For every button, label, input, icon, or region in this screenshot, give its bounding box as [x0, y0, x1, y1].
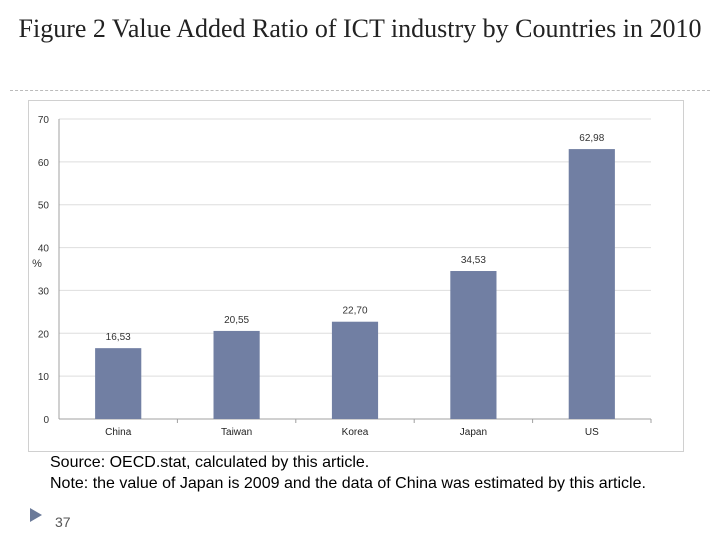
bar-korea [331, 321, 379, 419]
data-label-taiwan: 20,55 [224, 315, 249, 326]
x-tick-label-taiwan: Taiwan [221, 427, 252, 438]
data-label-korea: 22,70 [342, 306, 367, 317]
bar-us [568, 149, 615, 420]
y-axis-label: % [32, 258, 42, 270]
x-tick-label-japan: Japan [460, 427, 487, 438]
x-tick-label-china: China [105, 427, 132, 438]
bar-china [95, 348, 142, 419]
y-tick-label-10: 10 [38, 372, 50, 383]
y-tick-label-50: 50 [38, 201, 50, 212]
note-text: Note: the value of Japan is 2009 and the… [50, 475, 646, 492]
y-tick-label-60: 60 [38, 158, 50, 169]
chart-area: 0 10 20 30 40 50 60 70% 16,53 China 20,55 Taiwan 22,… [28, 100, 684, 452]
x-tick-label-korea: Korea [342, 427, 369, 438]
title-divider [10, 90, 710, 91]
y-tick-label-40: 40 [38, 244, 50, 255]
bar-chart: 0 10 20 30 40 50 60 70% 16,53 China 20,55 Taiwan 22,… [32, 115, 652, 438]
footnote: Source: OECD.stat, calculated by this ar… [50, 452, 710, 494]
y-tick-label-70: 70 [38, 115, 50, 126]
y-tick-label-30: 30 [38, 286, 50, 297]
bar-taiwan [213, 330, 260, 419]
x-tick-label-us: US [585, 427, 599, 438]
source-text: Source: OECD.stat, calculated by this ar… [50, 454, 370, 471]
y-tick-label-0: 0 [43, 415, 49, 426]
data-label-us: 62,98 [579, 133, 604, 144]
bar-japan [450, 271, 497, 419]
chart-title: Figure 2 Value Added Ratio of ICT indust… [18, 14, 702, 43]
bullet-marker-icon [30, 508, 42, 522]
y-tick-label-20: 20 [38, 329, 50, 340]
page-number: 37 [55, 514, 71, 530]
data-label-japan: 34,53 [461, 255, 486, 266]
data-label-china: 16,53 [106, 332, 131, 343]
